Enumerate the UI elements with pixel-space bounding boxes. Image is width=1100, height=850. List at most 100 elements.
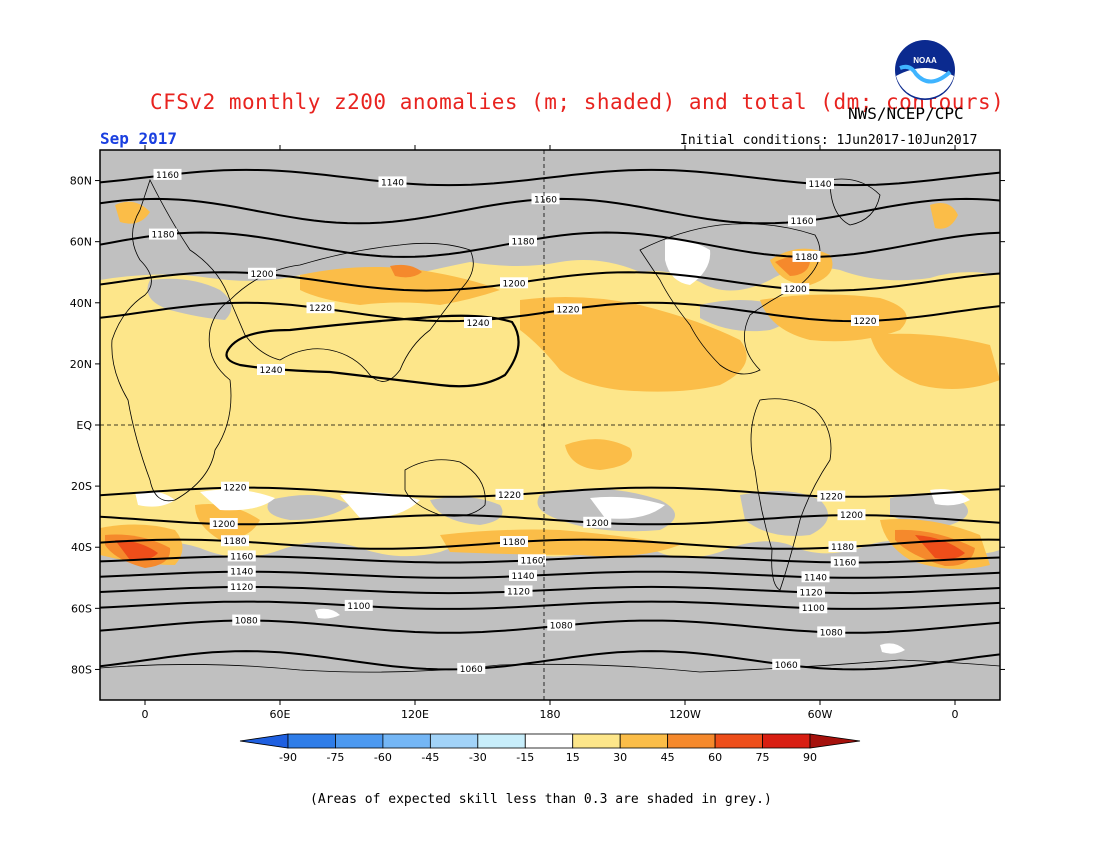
colorbar-swatch	[335, 733, 384, 749]
contour-label-bg	[518, 554, 546, 566]
contour-label: 1200	[840, 511, 863, 521]
contour-label: 1160	[791, 217, 814, 227]
contour-label-bg	[209, 518, 238, 530]
colorbar-label: -15	[516, 751, 534, 764]
contour-label-bg	[792, 250, 821, 262]
white-region-s1	[200, 489, 275, 511]
contour-label-bg	[797, 586, 825, 598]
contour-label: 1060	[775, 661, 798, 671]
colorbar-label: -75	[326, 751, 344, 764]
contour-label-bg	[830, 556, 859, 568]
contour-label: 1140	[512, 572, 535, 582]
contour-line-1220	[100, 301, 1000, 323]
contour-label-bg	[817, 490, 846, 502]
map-panel: 1160 1140 1140 1160 1160 1180 1180 1180 1200 1200…	[99, 149, 1001, 701]
skill-note: (Areas of expected skill less than 0.3 a…	[310, 792, 772, 807]
contour-label: 1220	[498, 491, 521, 501]
colorbar-swatch	[287, 733, 336, 749]
colorbar-swatch	[477, 733, 526, 749]
contour-label: 1200	[784, 285, 807, 295]
contour-label: 1200	[212, 520, 235, 530]
contour-label-bg	[828, 541, 857, 553]
contour-label-bg	[788, 215, 816, 227]
dark-orange-region-asia	[390, 264, 422, 278]
valid-month: Sep 2017	[100, 129, 178, 148]
coast-north-america	[639, 223, 821, 375]
contour-label: 1080	[235, 617, 258, 627]
white-region-s7	[880, 643, 905, 654]
contour-label: 1100	[802, 604, 825, 614]
contour-label: 1100	[347, 602, 370, 612]
colorbar-swatch	[762, 733, 811, 749]
contour-label: 1120	[800, 588, 823, 598]
contour-label-bg	[221, 481, 249, 493]
contour-label: 1140	[230, 568, 253, 578]
agency-label: NWS/NCEP/CPC	[848, 104, 964, 123]
contour-label-bg	[509, 235, 537, 247]
colorbar-swatch	[524, 733, 574, 749]
colorbar-swatch	[429, 733, 479, 749]
grey-region-aus	[430, 496, 503, 525]
contour-label: 1160	[521, 556, 544, 566]
contour-label-bg	[799, 602, 828, 614]
contour-label-bg	[344, 599, 373, 611]
lon-tick-label: 0	[952, 708, 959, 721]
lon-tick-label: 60E	[270, 708, 291, 721]
height-contours: 1160 1140 1140 1160 1160 1180 1180 1180 1200 1200…	[100, 168, 1000, 675]
contour-label-bg	[531, 193, 560, 205]
contour-label: 1180	[224, 537, 247, 547]
contour-line-1220	[100, 486, 1000, 498]
contour-label-bg	[547, 619, 576, 631]
contour-label: 1160	[534, 195, 557, 205]
lat-tick-label: 20N	[70, 358, 92, 371]
contour-label: 1200	[251, 270, 274, 280]
contour-label: 1140	[381, 178, 404, 188]
logo-text: NOAA	[913, 56, 937, 65]
contour-label: 1160	[230, 552, 253, 562]
contour-line-1140	[100, 168, 1000, 187]
colorbar-swatch	[382, 733, 431, 749]
orange-region-nafrica	[870, 333, 1000, 389]
lon-tick-label: 120W	[669, 708, 701, 721]
contour-label: 1240	[467, 319, 490, 329]
contour-line-1060	[100, 650, 1000, 671]
contour-label-bg	[504, 585, 533, 597]
orange-region-atlantic-n	[760, 294, 907, 342]
lon-tick-label: 60W	[808, 708, 833, 721]
contour-label-bg	[149, 228, 177, 240]
contour-label: 1140	[804, 573, 827, 583]
lat-tick-label: 60S	[71, 602, 92, 615]
colorbar-label: -90	[279, 751, 297, 764]
lat-tick-label: 80N	[70, 175, 92, 188]
contour-label: 1220	[820, 493, 843, 503]
contour-label-bg	[781, 283, 810, 295]
contour-label: 1060	[460, 665, 483, 675]
white-region-s6	[315, 608, 340, 619]
lat-tick-label: 60N	[70, 236, 92, 249]
lat-tick-label: 20S	[71, 480, 92, 493]
contour-label-bg	[153, 168, 182, 180]
colorbar-swatch	[714, 733, 763, 749]
grey-region-south-america	[740, 491, 828, 536]
contour-label: 1240	[260, 366, 283, 376]
contour-label: 1080	[820, 628, 843, 638]
coast-antarctica	[100, 659, 1000, 673]
noaa-logo: NOAA	[895, 40, 955, 100]
contour-label: 1220	[309, 304, 332, 314]
colorbar-swatch	[619, 733, 669, 749]
contour-label: 1160	[833, 558, 856, 568]
contour-label-bg	[457, 662, 486, 674]
contour-label: 1220	[557, 305, 580, 315]
lat-tick-label: 40N	[70, 297, 92, 310]
contour-label: 1160	[156, 171, 179, 181]
contour-label: 1180	[503, 538, 526, 548]
colorbar-label: -30	[469, 751, 487, 764]
colorbar-label: 90	[803, 751, 817, 764]
contour-line-1180	[100, 231, 1000, 258]
contour-label-bg	[772, 658, 801, 670]
white-region-s4	[135, 491, 175, 507]
contour-label: 1080	[550, 622, 573, 632]
colorbar-label: -45	[421, 751, 439, 764]
white-region-s2	[340, 492, 420, 519]
contour-label-bg	[500, 536, 528, 548]
